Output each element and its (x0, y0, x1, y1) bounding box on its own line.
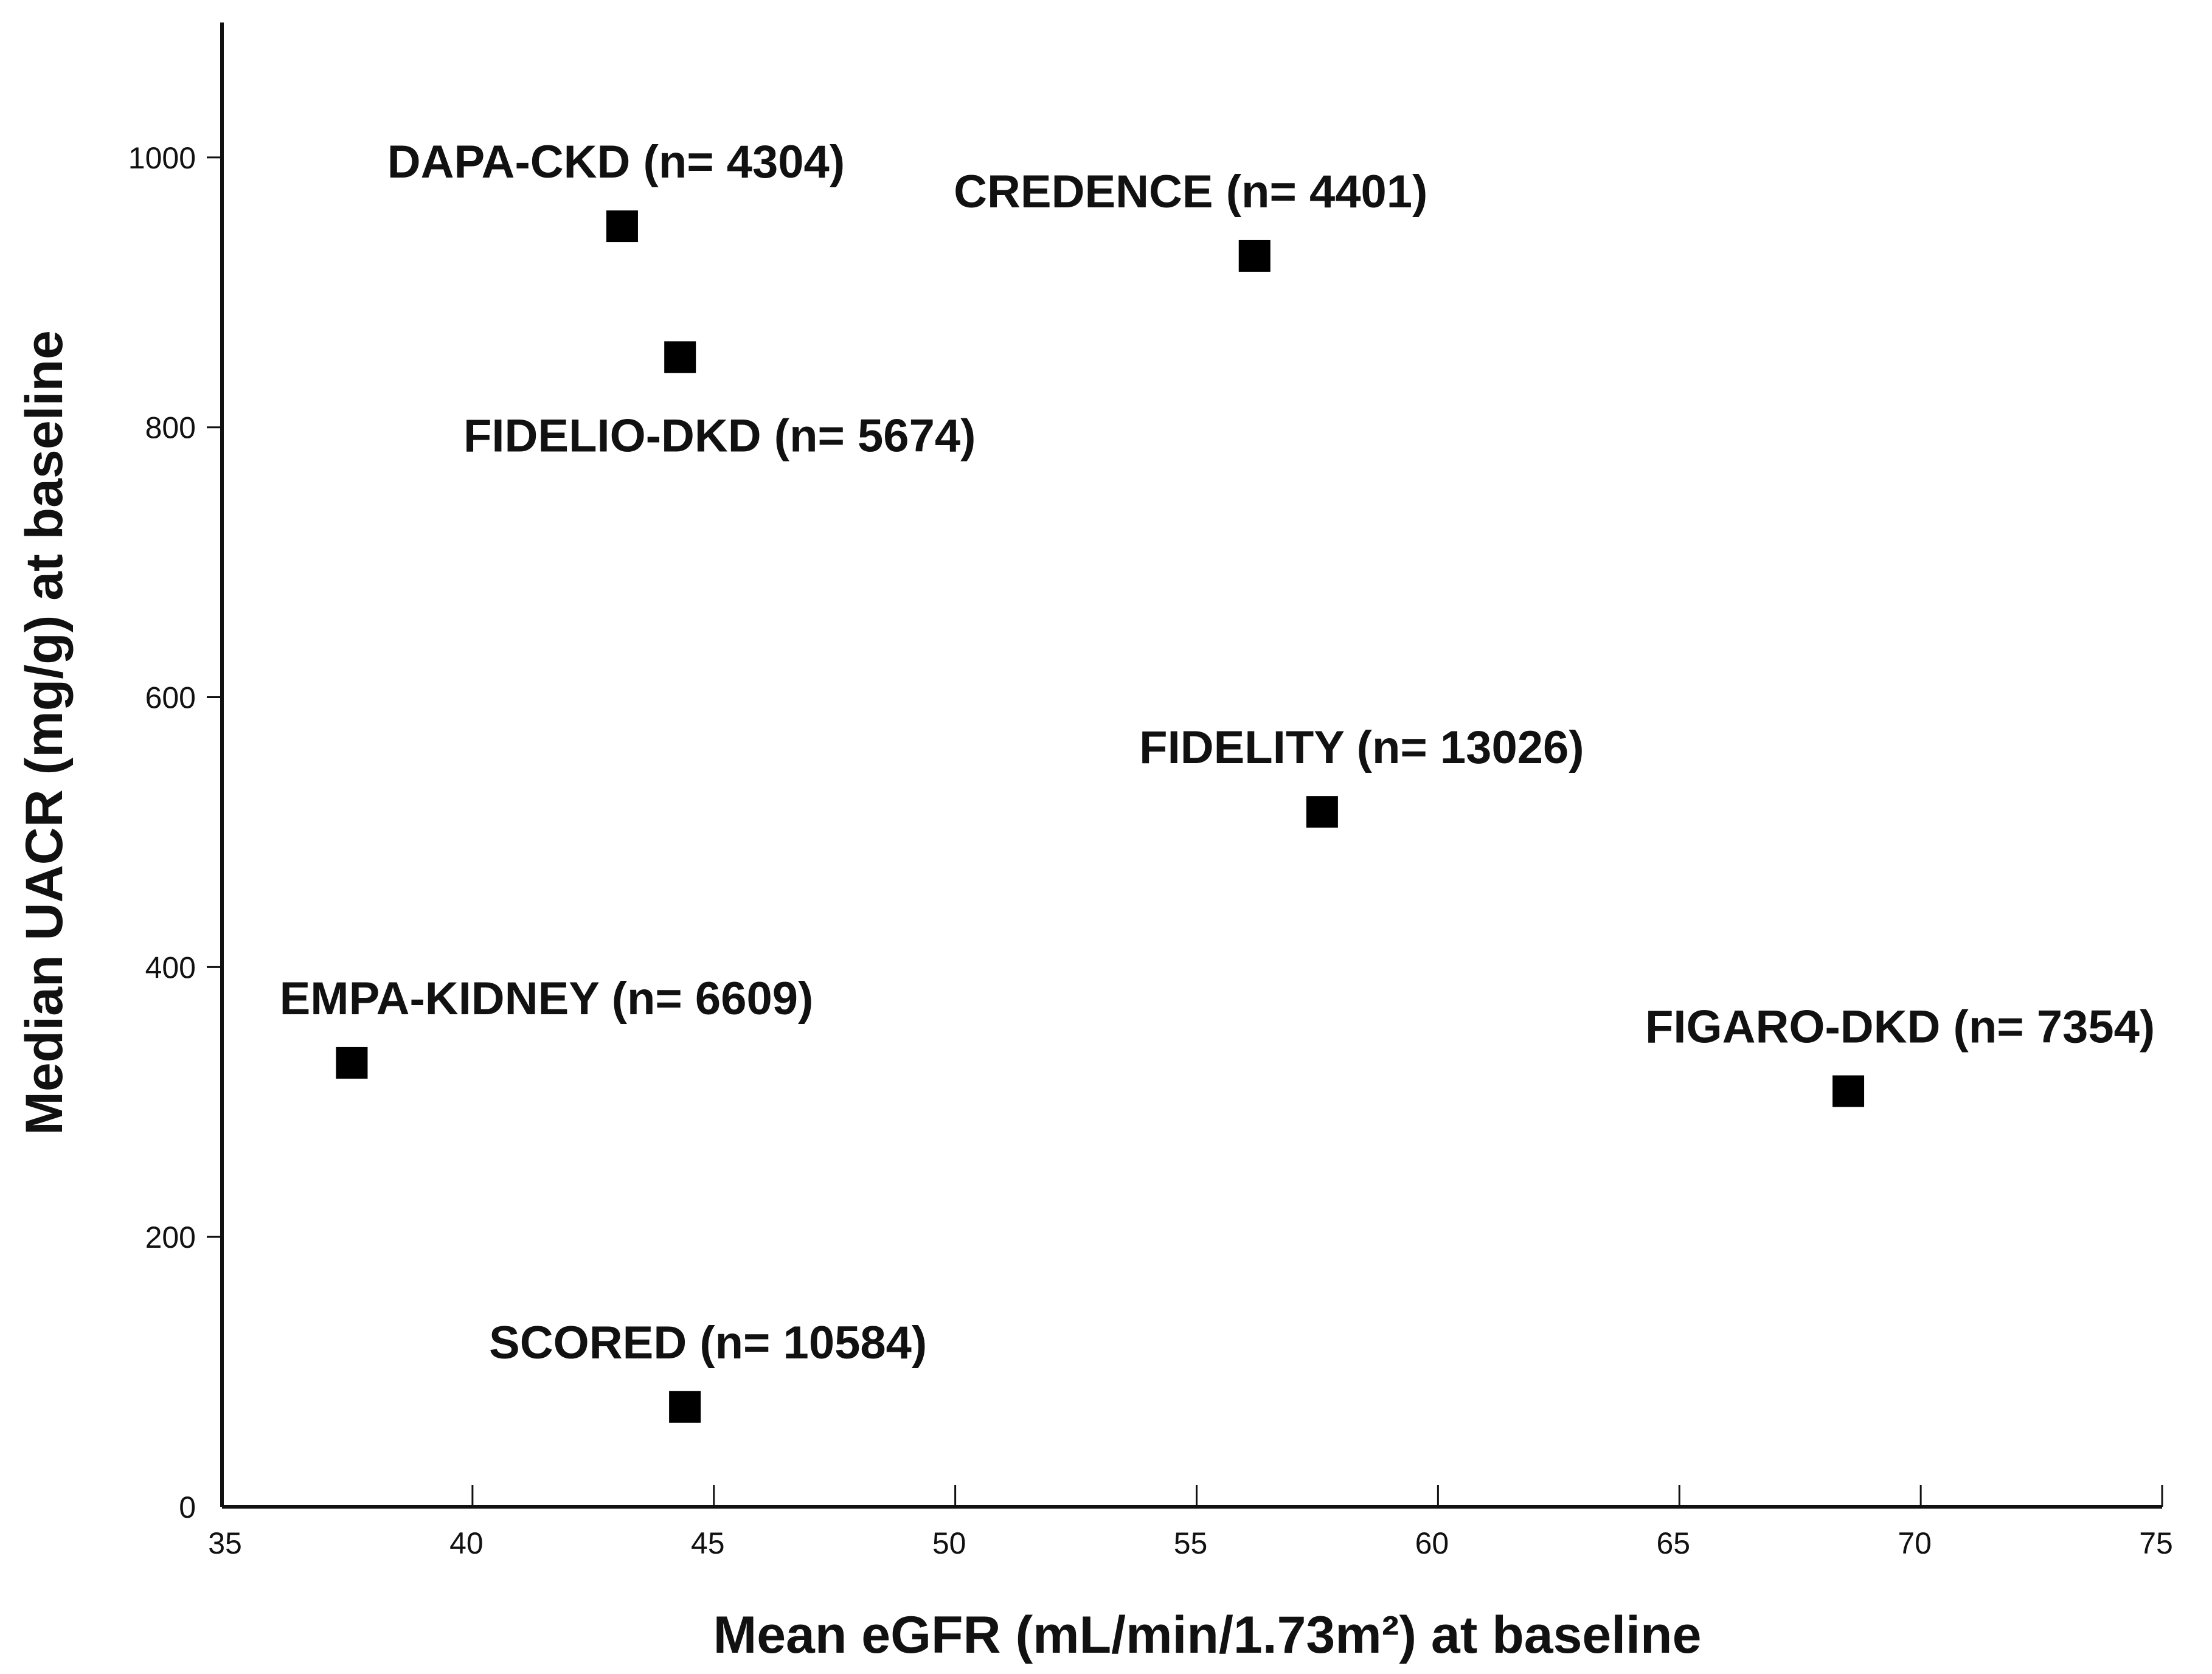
point-label: FIDELITY (n= 13026) (1139, 722, 1584, 773)
y-axis: 0 200 400 600 800 1000 (128, 22, 224, 1524)
scatter-point (664, 341, 696, 373)
y-tick-label: 600 (145, 681, 196, 715)
x-axis: 35 40 45 50 55 60 65 70 75 (208, 1485, 2173, 1560)
point-label: FIGARO-DKD (n= 7354) (1645, 1001, 2155, 1053)
x-tick-label: 45 (691, 1526, 725, 1560)
point-label: CREDENCE (n= 4401) (954, 166, 1427, 218)
point-label: EMPA-KIDNEY (n= 6609) (280, 973, 814, 1025)
x-axis-title: Mean eGFR (mL/min/1.73m²) at baseline (713, 1606, 1702, 1664)
y-tick-label: 200 (145, 1220, 196, 1254)
y-tick-label: 0 (179, 1490, 196, 1524)
y-tick-label: 1000 (128, 141, 196, 175)
x-tick-label: 65 (1656, 1526, 1690, 1560)
x-tick-label: 60 (1415, 1526, 1449, 1560)
scatter-point (336, 1046, 368, 1079)
y-tick-label: 400 (145, 950, 196, 984)
point-label: SCORED (n= 10584) (489, 1317, 927, 1369)
x-tick-label: 40 (449, 1526, 484, 1560)
x-tick-label: 55 (1174, 1526, 1208, 1560)
data-points (336, 210, 1865, 1423)
scatter-point (1238, 240, 1271, 272)
scatter-point (669, 1391, 701, 1423)
y-tick-label: 800 (145, 411, 196, 445)
x-tick-label: 35 (208, 1526, 242, 1560)
scatter-point (1832, 1075, 1865, 1107)
point-label: FIDELIO-DKD (n= 5674) (463, 410, 976, 462)
x-tick-label: 50 (932, 1526, 966, 1560)
point-labels: DAPA-CKD (n= 4304) CREDENCE (n= 4401) FIDE… (280, 136, 2155, 1369)
scatter-point (606, 210, 638, 243)
x-tick-label: 75 (2139, 1526, 2173, 1560)
scatter-point (1306, 796, 1338, 828)
point-label: DAPA-CKD (n= 4304) (387, 136, 845, 188)
x-tick-label: 70 (1898, 1526, 1932, 1560)
y-axis-title: Median UACR (mg/g) at baseline (15, 330, 74, 1135)
